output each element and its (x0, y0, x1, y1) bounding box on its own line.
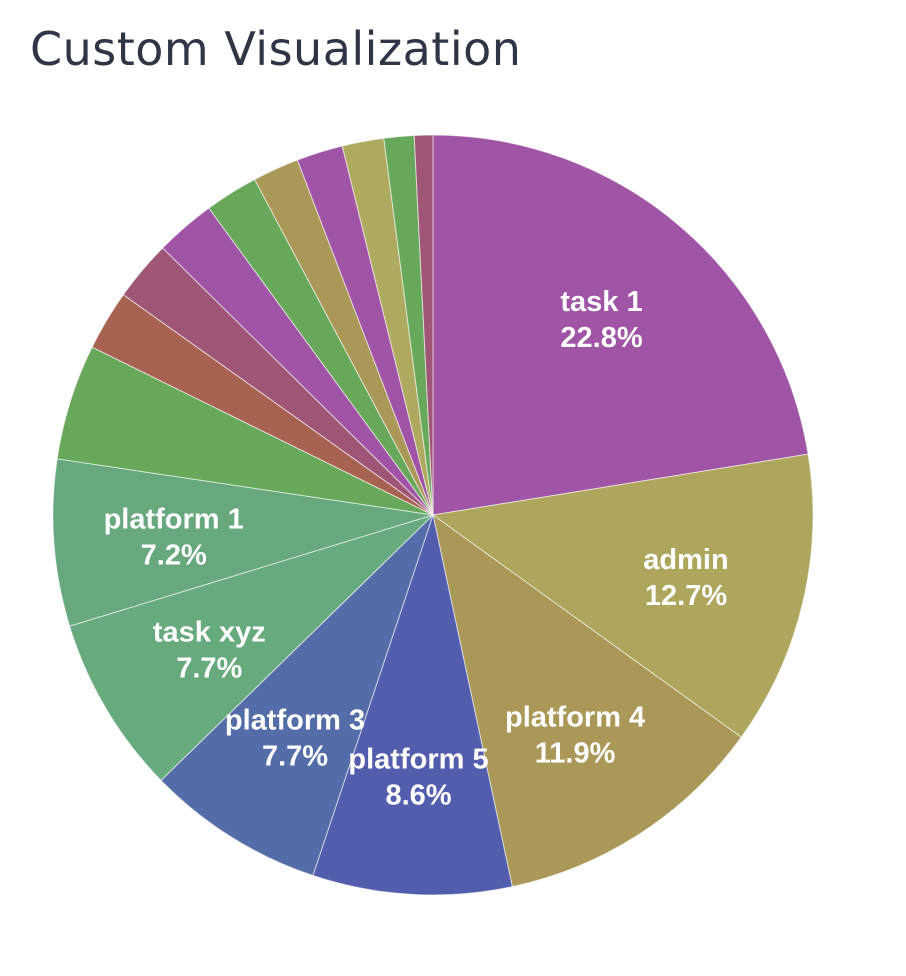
pie-slice-admin[interactable] (431, 453, 814, 738)
slice-percent-label: 22.8% (560, 322, 642, 354)
slice-percent-label: 8.6% (385, 780, 451, 812)
slice-label: task 1 (560, 286, 642, 318)
slice-percent-label: 7.7% (262, 740, 328, 772)
slice-percent-label: 7.2% (141, 539, 207, 571)
pie-slice-platform-1[interactable] (52, 458, 434, 627)
pie-slice-platform-3[interactable] (160, 514, 434, 877)
slice-percent-label: 7.7% (176, 653, 242, 685)
page-title: Custom Visualization (30, 22, 522, 76)
slice-label: task xyz (153, 617, 266, 649)
slice-percent-label: 11.9% (535, 738, 616, 770)
slice-label: platform 5 (348, 744, 488, 776)
pie-slice-unlabeled-16[interactable] (413, 134, 434, 516)
pie-labels: task 1 22.8% admin 12.7% platform 4 11.9% plat… (104, 286, 729, 812)
pie-slice-task-1[interactable] (432, 134, 809, 516)
slice-label: admin (643, 544, 728, 576)
slice-percent-label: 12.7% (645, 580, 727, 612)
pie-slice-platform-4[interactable] (432, 513, 742, 888)
pie-slice-platform-5[interactable] (312, 513, 513, 896)
slice-label: platform 3 (225, 704, 365, 736)
pie-slice-task-xyz[interactable] (68, 514, 434, 782)
pie-slices (52, 134, 814, 896)
slice-label: platform 1 (104, 503, 244, 535)
slice-label: platform 4 (505, 702, 645, 734)
